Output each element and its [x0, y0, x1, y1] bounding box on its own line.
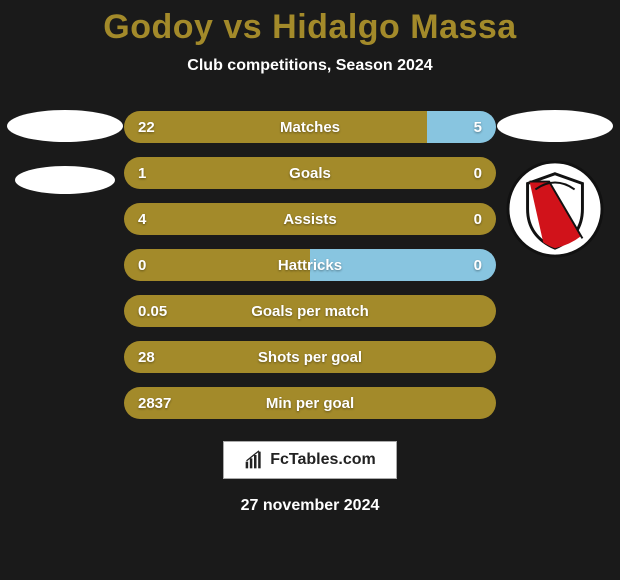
stat-bar: Shots per goal 28 [124, 341, 496, 373]
stat-label: Shots per goal [258, 349, 362, 366]
bar-left-fill [124, 111, 427, 143]
stat-bar: Hattricks 0 0 [124, 249, 496, 281]
stat-bar: Goals 1 0 [124, 157, 496, 189]
date-label: 27 november 2024 [241, 497, 380, 515]
page-title: Godoy vs Hidalgo Massa [103, 8, 516, 47]
stat-value-right: 5 [474, 119, 482, 136]
stat-value-left: 0.05 [138, 303, 167, 320]
stat-bar: Matches 22 5 [124, 111, 496, 143]
stat-label: Goals per match [251, 303, 369, 320]
stat-value-right: 0 [474, 165, 482, 182]
brand-label: FcTables.com [270, 451, 376, 469]
stat-value-left: 0 [138, 257, 146, 274]
stat-label: Goals [289, 165, 331, 182]
bar-right-fill [427, 111, 496, 143]
comparison-card: Godoy vs Hidalgo Massa Club competitions… [0, 0, 620, 580]
stat-label: Matches [280, 119, 340, 136]
stat-label: Hattricks [278, 257, 342, 274]
subtitle: Club competitions, Season 2024 [187, 57, 432, 75]
stat-value-right: 0 [474, 211, 482, 228]
chart-icon [244, 450, 264, 470]
stats-bars: Matches225Goals10Assists40Hattricks00Goa… [0, 111, 620, 419]
stat-bar: Assists 4 0 [124, 203, 496, 235]
stat-value-left: 22 [138, 119, 155, 136]
stat-value-left: 1 [138, 165, 146, 182]
stat-value-right: 0 [474, 257, 482, 274]
stat-label: Assists [283, 211, 336, 228]
stat-bar: Goals per match 0.05 [124, 295, 496, 327]
stat-label: Min per goal [266, 395, 354, 412]
stat-value-left: 4 [138, 211, 146, 228]
stat-value-left: 2837 [138, 395, 171, 412]
stat-value-left: 28 [138, 349, 155, 366]
stat-bar: Min per goal 2837 [124, 387, 496, 419]
brand-box[interactable]: FcTables.com [223, 441, 397, 479]
